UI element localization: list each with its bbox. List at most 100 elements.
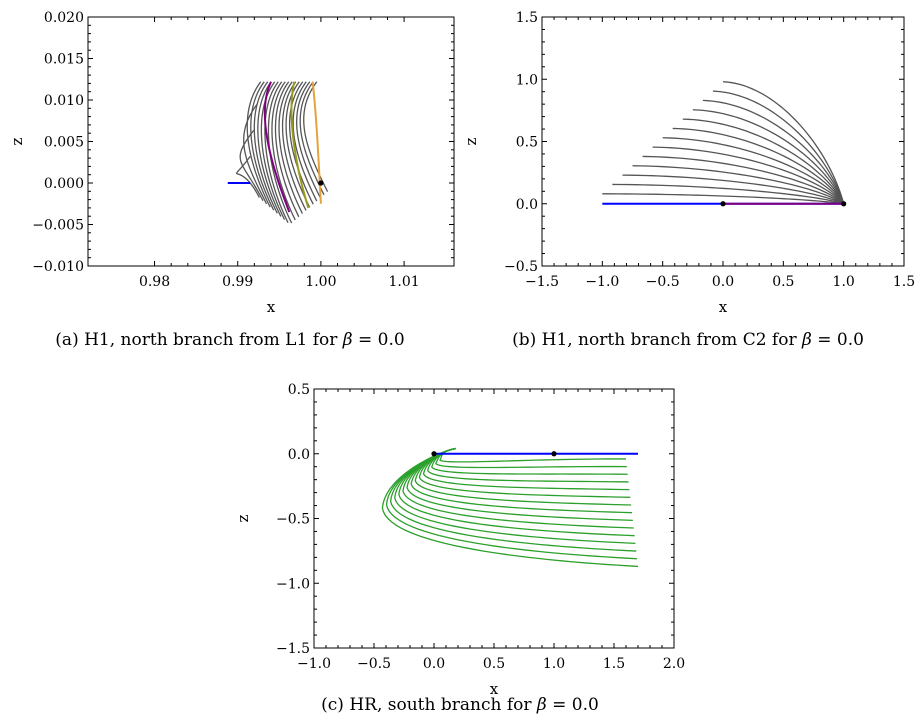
x-tick-label: 1.00 — [305, 274, 336, 290]
x-tick-label: −1.5 — [525, 274, 559, 290]
data-point — [551, 451, 557, 457]
chart-panel-c: −1.0 −0.5 0.0 0.5 1.0 1.5 2.0 −1.5 −1.0 −0.5 0.0 0.… — [200, 375, 720, 722]
data-point — [431, 451, 437, 457]
series-line — [602, 193, 844, 205]
series-line — [722, 81, 845, 204]
series-line — [264, 81, 289, 224]
x-tick-label: 0.5 — [772, 274, 794, 290]
series-line — [290, 81, 310, 209]
y-tick-label: 0.015 — [44, 52, 84, 68]
plot-frame — [87, 16, 455, 267]
y-tick-label: 1.5 — [516, 10, 538, 26]
series-line — [274, 81, 300, 218]
y-tick-label: 1.0 — [516, 72, 538, 88]
series-line — [278, 81, 304, 214]
caption-c-suffix: = 0.0 — [546, 695, 599, 715]
y-tick-label: −0.005 — [32, 218, 84, 234]
x-tick-label: 0.5 — [483, 656, 505, 672]
series-line — [246, 81, 271, 208]
caption-a-beta: β — [342, 330, 353, 350]
x-tick-label: 1.0 — [833, 274, 855, 290]
series-line — [435, 447, 627, 469]
y-axis-label: z — [234, 514, 252, 522]
series-line — [253, 81, 278, 214]
y-tick-label: −1.5 — [276, 641, 310, 657]
x-tick-label: 1.5 — [893, 274, 915, 290]
chart-panel-a: 0.98 0.99 1.00 1.01 −0.010 −0.005 0.000 0.005 0.… — [0, 0, 460, 370]
caption-a: (a) H1, north branch from L1 for β = 0.0 — [0, 330, 460, 350]
series-line — [712, 90, 845, 204]
series-line — [672, 127, 845, 205]
chart-b-svg: −1.5 −1.0 −0.5 0.0 0.5 1.0 1.5 −0.5 0.0 0.5 1.0 1.5… — [462, 10, 915, 316]
x-tick-label: 2.0 — [663, 656, 685, 672]
data-point — [841, 201, 847, 207]
series-line — [612, 183, 844, 205]
caption-c-prefix: (c) HR, south branch for — [321, 695, 532, 715]
series-line — [682, 118, 845, 205]
series-line — [439, 447, 627, 463]
x-tick-label: 0.98 — [139, 274, 170, 290]
x-tick-label: −0.5 — [357, 656, 391, 672]
chart-c-svg: −1.0 −0.5 0.0 0.5 1.0 1.5 2.0−1.5−1.0−0.50.00.… — [234, 382, 685, 698]
x-tick-label: 0.99 — [222, 274, 253, 290]
x-tick-label: 1.01 — [389, 274, 420, 290]
x-tick-label: 0.0 — [712, 274, 734, 290]
y-tick-label: 0.0 — [516, 197, 538, 213]
series-line — [381, 447, 639, 568]
caption-c-beta: β — [536, 695, 547, 715]
plot-frame — [541, 16, 905, 267]
series-line — [271, 81, 296, 221]
y-tick-label: −0.010 — [32, 259, 84, 275]
series-line — [632, 165, 845, 205]
caption-b-suffix: = 0.0 — [811, 330, 864, 350]
series-line — [257, 81, 282, 217]
y-tick-label: −0.5 — [504, 259, 538, 275]
data-point — [318, 180, 324, 186]
series-line — [281, 81, 307, 211]
series-line — [292, 81, 318, 202]
data-point — [720, 201, 726, 207]
y-tick-label: 0.005 — [44, 135, 84, 151]
y-tick-label: 0.5 — [288, 382, 310, 398]
y-tick-label: −0.5 — [276, 512, 310, 528]
x-tick-label: −1.0 — [585, 274, 619, 290]
series-line — [263, 81, 291, 213]
y-tick-label: 0.0 — [288, 447, 310, 463]
series-group — [227, 81, 329, 224]
series-line — [652, 146, 845, 205]
chart-panel-b: −1.5 −1.0 −0.5 0.0 0.5 1.0 1.5 −0.5 0.0 0.5 1.0 1.5… — [460, 0, 916, 370]
y-axis-label: z — [8, 137, 26, 145]
chart-a-svg: 0.98 0.99 1.00 1.01 −0.010 −0.005 0.000 0.005 0.… — [8, 10, 455, 316]
caption-a-suffix: = 0.0 — [352, 330, 405, 350]
series-line — [662, 137, 845, 205]
x-tick-label: −0.5 — [646, 274, 680, 290]
x-axis-label: x — [719, 298, 728, 316]
caption-b: (b) H1, north branch from C2 for β = 0.0 — [460, 330, 916, 350]
y-tick-label: −1.0 — [276, 576, 310, 592]
caption-b-beta: β — [802, 330, 812, 350]
series-line — [702, 99, 845, 204]
series-line — [296, 81, 321, 199]
plot-frame — [313, 388, 675, 649]
caption-c: (c) HR, south branch for β = 0.0 — [200, 695, 720, 715]
y-tick-label: 0.010 — [44, 93, 84, 109]
caption-b-prefix: (b) H1, north branch from C2 for — [512, 330, 797, 350]
series-line — [622, 174, 844, 205]
series-line — [418, 447, 631, 498]
x-tick-label: 1.0 — [543, 656, 565, 672]
series-line — [288, 81, 314, 205]
caption-a-prefix: (a) H1, north branch from L1 for — [55, 330, 338, 350]
x-axis-label: x — [490, 680, 499, 698]
series-line — [285, 81, 311, 208]
series-group — [602, 81, 845, 205]
series-line — [299, 81, 325, 196]
x-axis-label: x — [267, 298, 276, 316]
y-tick-label: 0.000 — [44, 176, 84, 192]
series-group — [381, 447, 639, 568]
y-tick-label: 0.5 — [516, 135, 538, 151]
x-tick-label: −1.0 — [297, 656, 331, 672]
x-tick-label: 1.5 — [603, 656, 625, 672]
series-line — [303, 81, 329, 192]
series-line — [642, 155, 845, 205]
y-axis-label: z — [462, 137, 480, 145]
